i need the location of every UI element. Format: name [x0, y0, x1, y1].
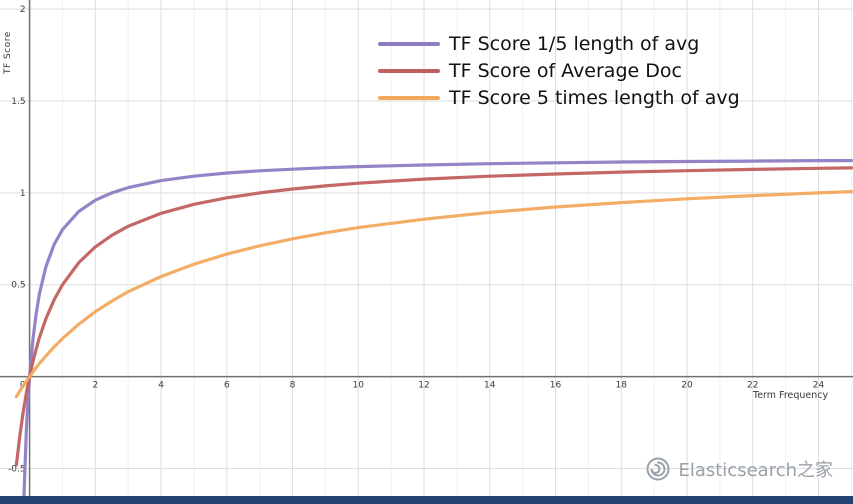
- y-axis-title: TF Score: [3, 31, 13, 74]
- bottom-bar: [0, 496, 853, 504]
- x-tick-label: 22: [747, 381, 758, 391]
- y-tick-label: 1: [20, 189, 26, 199]
- legend-line-swatch: [378, 95, 440, 100]
- legend-label: TF Score 5 times length of avg: [449, 86, 740, 109]
- series-line-1: [14, 166, 853, 467]
- legend-line-swatch: [378, 41, 440, 46]
- series-line-2: [14, 190, 853, 399]
- y-tick-label: 0.5: [11, 281, 25, 291]
- watermark: Elasticsearch之家: [645, 456, 833, 482]
- x-tick-label: 12: [418, 381, 429, 391]
- x-tick-label: 4: [158, 381, 164, 391]
- y-tick-label: 2: [20, 5, 26, 15]
- y-tick-label: -0.5: [8, 464, 26, 474]
- x-tick-label: 14: [484, 381, 496, 391]
- legend-label: TF Score 1/5 length of avg: [449, 32, 700, 55]
- series-line-0: [22, 159, 853, 496]
- x-tick-label: 8: [290, 381, 296, 391]
- x-tick-label: 20: [681, 381, 693, 391]
- legend-line-swatch: [378, 68, 440, 73]
- y-tick-label: 1.5: [11, 97, 25, 107]
- x-tick-label: 18: [616, 381, 628, 391]
- x-axis-title: Term Frequency: [753, 390, 829, 401]
- elasticsearch-home-logo-icon: [646, 457, 670, 481]
- x-tick-label: 2: [92, 381, 98, 391]
- legend-label: TF Score of Average Doc: [449, 59, 682, 82]
- x-tick-label: 10: [353, 381, 365, 391]
- x-tick-label: 24: [813, 381, 825, 391]
- legend-item: TF Score 5 times length of avg: [378, 84, 740, 111]
- x-tick-label: 6: [224, 381, 230, 391]
- legend-item: TF Score 1/5 length of avg: [378, 30, 740, 57]
- x-tick-label: 16: [550, 381, 562, 391]
- watermark-text: Elasticsearch之家: [678, 460, 833, 481]
- legend: TF Score 1/5 length of avg TF Score of A…: [378, 30, 740, 111]
- legend-item: TF Score of Average Doc: [378, 57, 740, 84]
